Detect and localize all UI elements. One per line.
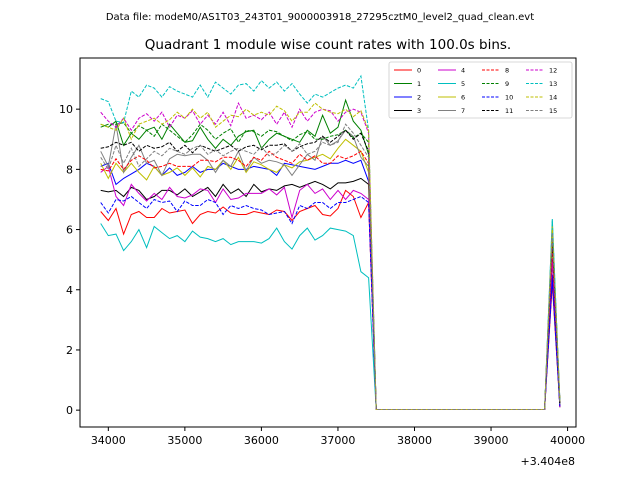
x-tick-label: 35000 bbox=[167, 434, 202, 447]
legend-label: 0 bbox=[417, 67, 421, 75]
axes-frame bbox=[79, 57, 577, 428]
y-tick-label: 0 bbox=[66, 404, 73, 417]
y-tick-label: 8 bbox=[66, 163, 73, 176]
chart-title: Quadrant 1 module wise count rates with … bbox=[145, 37, 511, 53]
legend-label: 6 bbox=[461, 94, 465, 102]
series-line-5 bbox=[100, 218, 561, 410]
series-line-14 bbox=[100, 102, 561, 410]
x-tick-label: 38000 bbox=[397, 434, 432, 447]
legend-label: 2 bbox=[417, 94, 421, 102]
legend-label: 14 bbox=[549, 94, 557, 102]
x-tick-label: 34000 bbox=[91, 434, 126, 447]
series-line-15 bbox=[100, 123, 561, 410]
series-line-1 bbox=[100, 98, 561, 410]
y-axis-ticks: 0 2 4 6 8 10 bbox=[59, 103, 80, 417]
series-lines bbox=[100, 74, 561, 410]
legend-label: 8 bbox=[505, 67, 509, 75]
legend-label: 15 bbox=[549, 107, 557, 115]
legend-label: 13 bbox=[549, 80, 557, 88]
series-line-4 bbox=[100, 165, 561, 410]
legend-label: 9 bbox=[505, 80, 509, 88]
x-tick-label: 39000 bbox=[474, 434, 509, 447]
x-axis-ticks: 34000 35000 36000 37000 38000 39000 40000 bbox=[91, 427, 585, 447]
series-line-7 bbox=[100, 124, 561, 410]
legend-label: 1 bbox=[417, 80, 421, 88]
series-line-9 bbox=[100, 122, 561, 410]
x-tick-label: 37000 bbox=[320, 434, 355, 447]
series-line-13 bbox=[100, 74, 561, 410]
plot-area: 34000 35000 36000 37000 38000 39000 40000 0 2 4 6… bbox=[59, 57, 585, 468]
series-line-12 bbox=[100, 101, 561, 410]
y-tick-label: 10 bbox=[59, 103, 73, 116]
legend-label: 11 bbox=[505, 107, 513, 115]
series-line-6 bbox=[100, 138, 561, 410]
legend-label: 5 bbox=[461, 80, 465, 88]
series-line-2 bbox=[100, 159, 561, 410]
figure-suptitle: Data file: modeM0/AS1T03_243T01_90000039… bbox=[106, 12, 534, 23]
legend-label: 10 bbox=[505, 94, 513, 102]
legend-box bbox=[388, 61, 573, 119]
x-tick-label: 40000 bbox=[550, 434, 585, 447]
legend-label: 3 bbox=[417, 107, 421, 115]
legend-label: 7 bbox=[461, 107, 465, 115]
x-tick-label: 36000 bbox=[244, 434, 279, 447]
y-tick-label: 2 bbox=[66, 344, 73, 357]
y-tick-label: 4 bbox=[66, 284, 73, 297]
legend-label: 4 bbox=[461, 67, 465, 75]
x-offset-label: +3.404e8 bbox=[521, 455, 575, 468]
y-tick-label: 6 bbox=[66, 224, 73, 237]
legend-label: 12 bbox=[549, 67, 557, 75]
series-line-0 bbox=[100, 189, 561, 410]
